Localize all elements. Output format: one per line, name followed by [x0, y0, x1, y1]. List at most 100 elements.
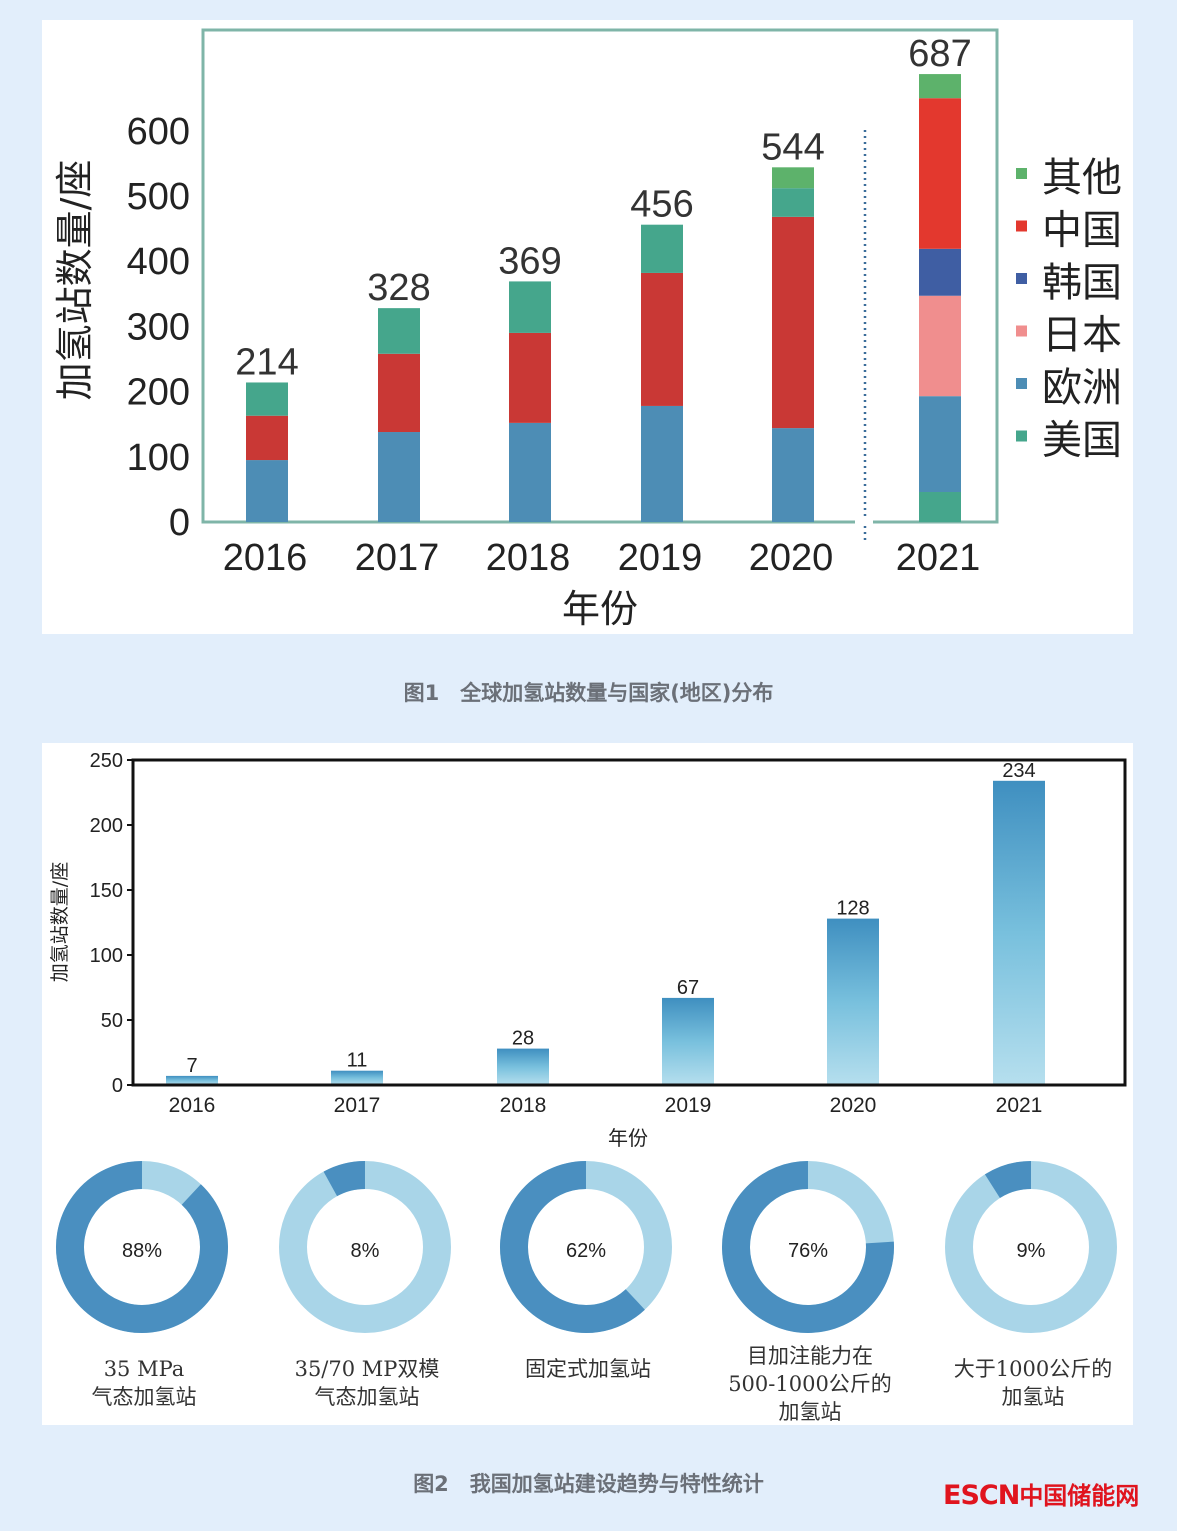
bar-segment: [919, 295, 961, 397]
donut-percent-label: 8%: [351, 1240, 380, 1262]
donut-caption-line: 加氢站: [779, 1400, 842, 1424]
legend-label: 美国: [1042, 418, 1122, 464]
bar-segment: [919, 492, 961, 522]
bar-segment: [509, 422, 551, 522]
donut-caption-line: 500-1000公斤的: [728, 1372, 892, 1396]
x-tick-label: 2019: [618, 537, 703, 579]
bar: [497, 1048, 549, 1085]
y-tick-label: 100: [90, 945, 123, 967]
plot-frame: [201, 28, 999, 524]
bar-segment: [378, 308, 420, 354]
donut-share-segment: [984, 1161, 1032, 1199]
bar-segment: [246, 382, 288, 416]
bar-segment: [772, 188, 814, 217]
bar-segment: [919, 74, 961, 99]
escn-logo: ESCN中国储能网: [943, 1476, 1139, 1511]
bar-segment: [772, 428, 814, 522]
bar-segment: [246, 415, 288, 461]
legend-label: 中国: [1042, 208, 1122, 254]
y-axis-label: 加氢站数量/座: [53, 160, 97, 401]
y-tick-label: 600: [127, 111, 190, 153]
donut-caption-line: 35/70 MP双模: [295, 1357, 440, 1381]
bar-segment: [378, 432, 420, 522]
bar-value-label: 11: [347, 1050, 368, 1072]
legend-swatch: [1016, 220, 1027, 232]
y-tick-label: 100: [127, 437, 190, 479]
bar-total-label: 369: [498, 240, 561, 282]
bar-segment: [919, 396, 961, 493]
donut-caption-line: 气态加氢站: [315, 1385, 420, 1409]
bar-value-label: 234: [1002, 760, 1035, 782]
bar-total-label: 328: [367, 267, 430, 309]
x-tick-label: 2020: [749, 537, 834, 579]
china-stations-chart: 0 50 100 150 200 250 7 2016 11 2017 28 2018 67 2019 12…: [49, 750, 1127, 1424]
x-tick-label: 2020: [830, 1094, 877, 1117]
axis-gap: [855, 518, 873, 526]
figure1-caption: 图1 全球加氢站数量与国家(地区)分布: [403, 681, 774, 705]
y-tick-label: 400: [127, 241, 190, 283]
bar-total-label: 456: [630, 184, 693, 226]
x-tick-label: 2016: [223, 537, 308, 579]
x-tick-label: 2019: [665, 1094, 712, 1117]
x-tick-label: 2018: [486, 537, 571, 579]
y-tick-label: 0: [112, 1075, 123, 1097]
bar: [331, 1070, 383, 1085]
legend-label: 其他: [1042, 155, 1122, 201]
x-tick-label: 2021: [896, 537, 981, 579]
legend-label: 欧洲: [1042, 365, 1122, 411]
legend-swatch: [1016, 273, 1027, 284]
donut-rest-segment: [945, 1161, 1117, 1333]
donut-caption-line: 气态加氢站: [92, 1385, 197, 1409]
bar-total-label: 214: [235, 341, 298, 383]
y-tick-label: 250: [90, 750, 123, 772]
y-tick-label: 150: [90, 880, 123, 902]
x-tick-label: 2018: [500, 1094, 547, 1117]
bar: [662, 997, 714, 1085]
y-tick-label: 500: [127, 176, 190, 218]
y-tick-label: 300: [127, 306, 190, 348]
donut-caption-line: 固定式加氢站: [525, 1357, 651, 1381]
x-tick-label: 2021: [996, 1094, 1043, 1117]
bar-segment: [246, 460, 288, 522]
x-axis-label: 年份: [608, 1126, 648, 1150]
x-axis-label: 年份: [562, 587, 638, 631]
bar-segment: [641, 405, 683, 522]
donut-percent-label: 76%: [788, 1240, 828, 1262]
bar-value-label: 67: [677, 977, 699, 999]
bar-value-label: 7: [186, 1055, 197, 1077]
y-tick-label: 50: [101, 1010, 123, 1032]
donut-rest-segment: [279, 1161, 451, 1333]
bar-segment: [509, 281, 551, 333]
bar: [827, 918, 879, 1085]
x-tick-label: 2017: [334, 1094, 381, 1117]
legend-swatch: [1016, 378, 1027, 389]
donut-caption-line: 大于1000公斤的: [954, 1357, 1112, 1381]
bar-segment: [641, 272, 683, 406]
global-stations-chart: 0 100 200 300 400 500 600 214 2016 328 2017 369 2018…: [53, 28, 1122, 631]
bar-segment: [919, 248, 961, 296]
bar-segment: [378, 353, 420, 433]
logo-cn: 中国储能网: [1019, 1482, 1140, 1510]
bar-value-label: 128: [836, 898, 869, 920]
x-tick-label: 2017: [355, 537, 440, 579]
bar-segment: [772, 216, 814, 429]
donut-share-segment: [500, 1161, 645, 1333]
y-tick-label: 200: [90, 815, 123, 837]
y-tick-label: 200: [127, 372, 190, 414]
bar-segment: [919, 98, 961, 249]
bar: [993, 780, 1045, 1085]
donut-share-segment: [722, 1161, 894, 1333]
y-axis-label: 加氢站数量/座: [49, 862, 71, 982]
donut-caption-line: 目加注能力在: [747, 1344, 873, 1368]
donut-share-segment: [323, 1161, 366, 1197]
bar-total-label: 687: [908, 33, 971, 75]
donut-caption-line: 加氢站: [1002, 1385, 1065, 1409]
legend-swatch: [1016, 430, 1027, 442]
logo-latin: ESCN: [943, 1480, 1020, 1511]
donut-caption-line: 35 MPa: [104, 1357, 185, 1381]
y-tick-label: 0: [169, 502, 190, 544]
legend-label: 韩国: [1042, 260, 1122, 306]
legend-swatch: [1016, 325, 1027, 337]
bar-segment: [641, 224, 683, 273]
donut-percent-label: 88%: [122, 1240, 162, 1262]
